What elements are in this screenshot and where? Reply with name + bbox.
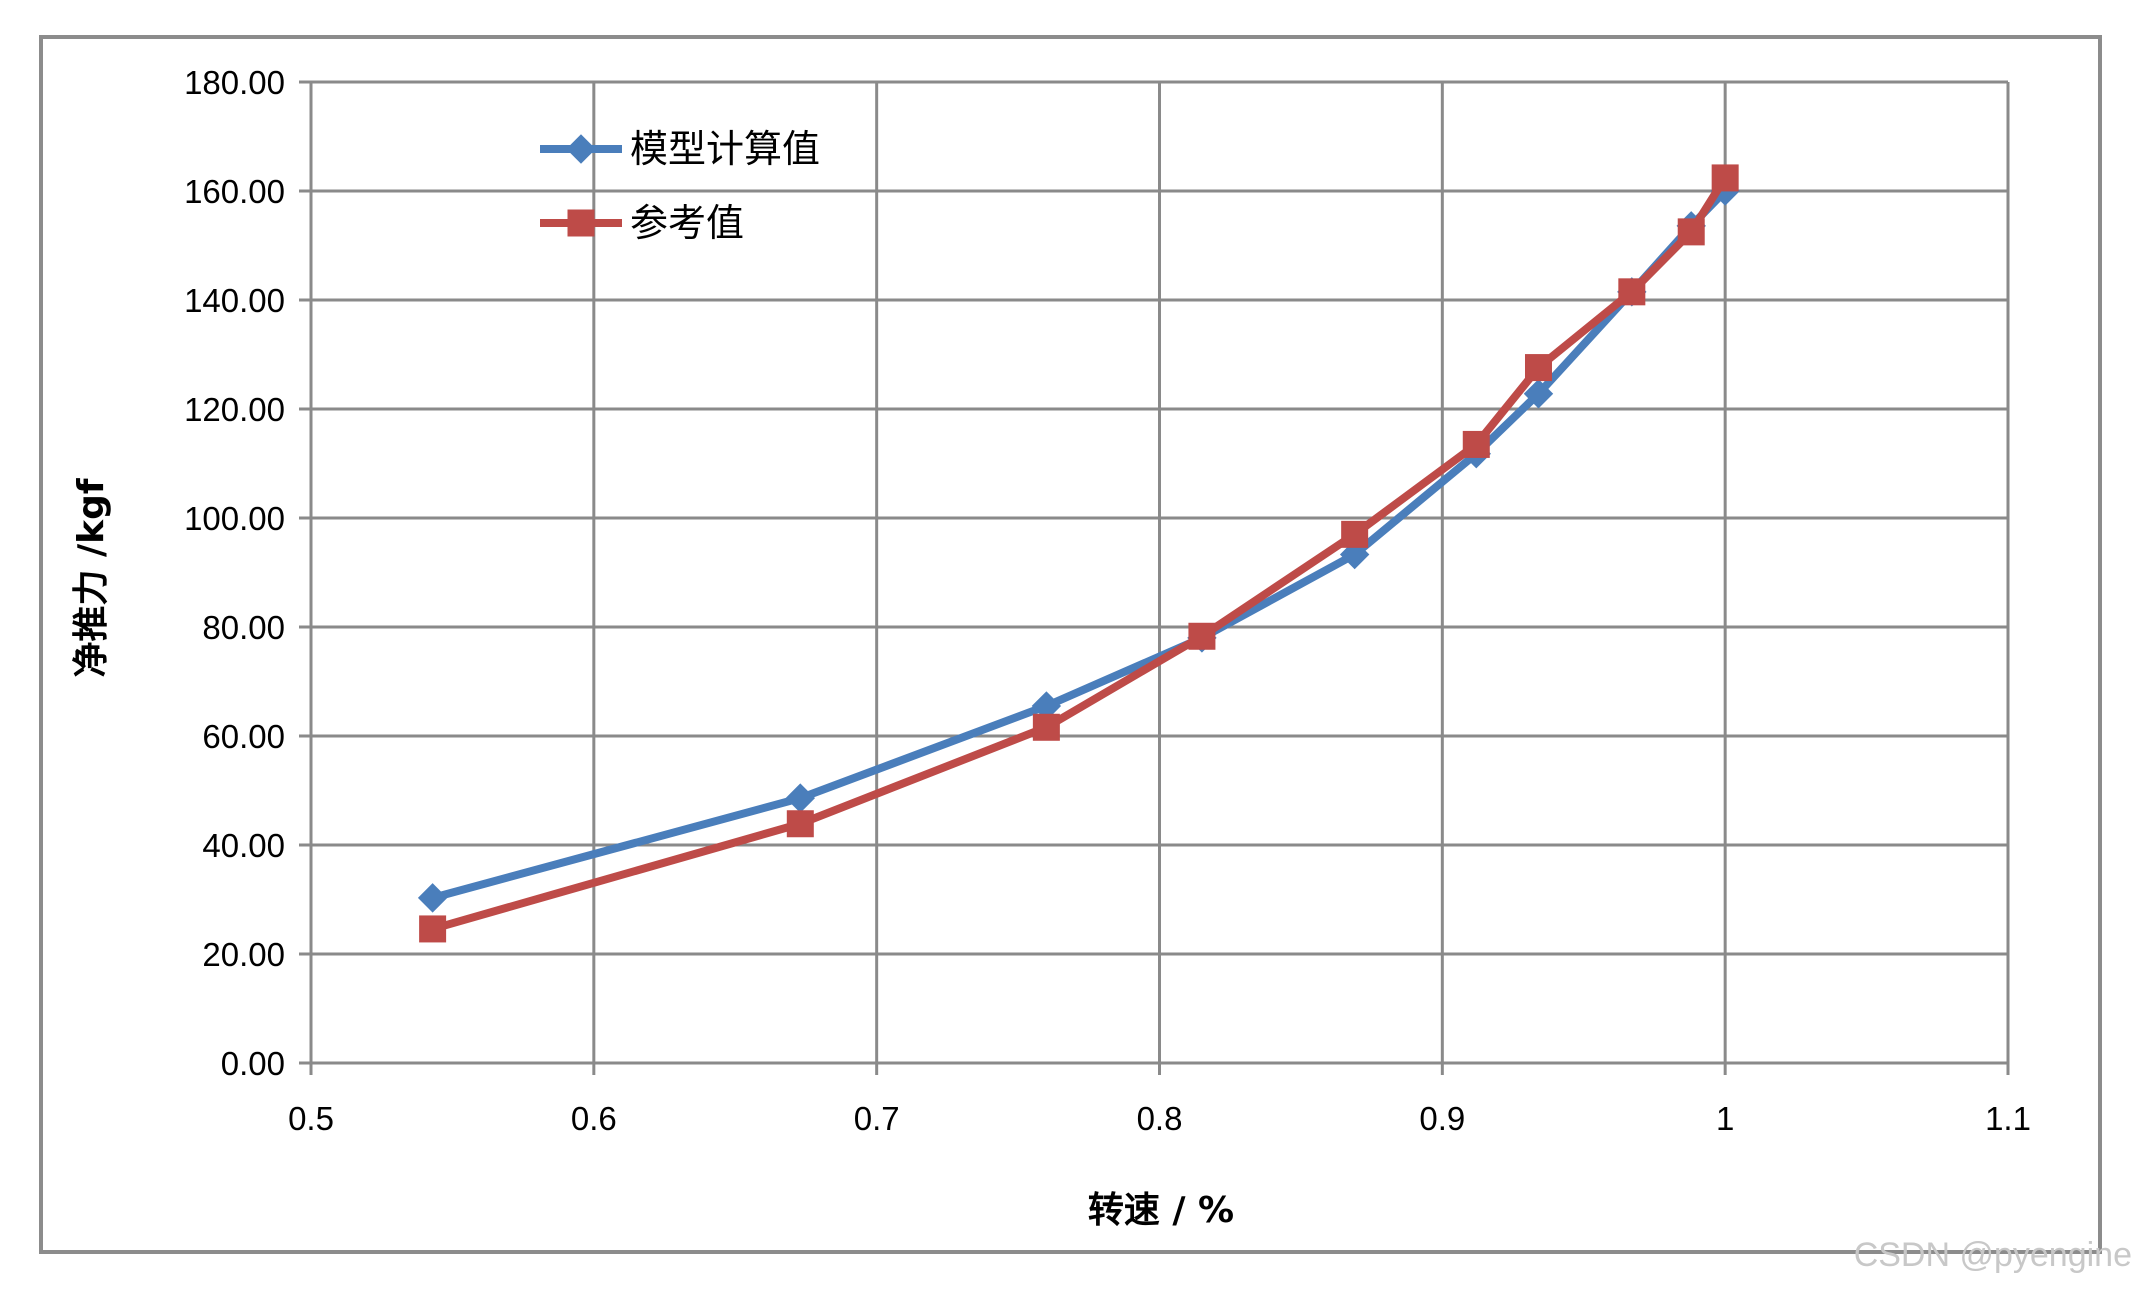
y-tick-label: 80.00 <box>202 609 285 646</box>
y-tick-label: 100.00 <box>184 500 285 537</box>
series-2-point <box>1462 430 1490 458</box>
y-tick-label: 140.00 <box>184 282 285 319</box>
chart-frame <box>39 35 2102 1254</box>
legend-marker-1 <box>566 134 596 164</box>
series-2-point <box>1188 622 1216 650</box>
series-2-point <box>1524 354 1552 382</box>
y-axis-title: 净推力 /kgf <box>71 478 112 677</box>
series-2-point <box>419 915 447 943</box>
x-tick-label: 0.5 <box>288 1100 334 1137</box>
series-2-point <box>1677 218 1705 246</box>
y-tick-label: 0.00 <box>221 1045 285 1082</box>
x-tick-label: 0.8 <box>1137 1100 1183 1137</box>
series-1-point <box>417 883 448 913</box>
series-2-point <box>1341 520 1369 548</box>
y-tick-label: 180.00 <box>184 64 285 101</box>
y-tick-label: 60.00 <box>202 718 285 755</box>
axes: 0.5 0.6 0.7 0.8 0.9 1 1.1 0.00 20.00 40.00 60.00 80… <box>184 64 2031 1137</box>
series-line-2 <box>428 173 1730 933</box>
series-2-point <box>1032 713 1060 741</box>
y-tick-label: 20.00 <box>202 936 285 973</box>
watermark: CSDN @pyengine <box>1854 1236 2132 1274</box>
series-2-point <box>786 810 814 838</box>
x-tick-label: 0.6 <box>571 1100 617 1137</box>
series-1-point <box>1523 379 1554 409</box>
x-tick-label: 1 <box>1716 1100 1734 1137</box>
x-axis-title: 转速 / % <box>1088 1190 1234 1231</box>
legend-label-2: 参考值 <box>630 201 744 245</box>
series-2-point <box>1618 278 1646 306</box>
series-layer <box>417 164 1740 943</box>
legend-label-1: 模型计算值 <box>630 127 820 171</box>
y-tick-label: 120.00 <box>184 391 285 428</box>
x-tick-label: 0.7 <box>854 1100 900 1137</box>
x-tick-label: 0.9 <box>1419 1100 1465 1137</box>
legend-marker-2 <box>567 209 595 237</box>
y-tick-label: 40.00 <box>202 827 285 864</box>
y-tick-label: 160.00 <box>184 173 285 210</box>
series-2-point <box>1711 164 1739 192</box>
x-tick-label: 1.1 <box>1985 1100 2031 1137</box>
